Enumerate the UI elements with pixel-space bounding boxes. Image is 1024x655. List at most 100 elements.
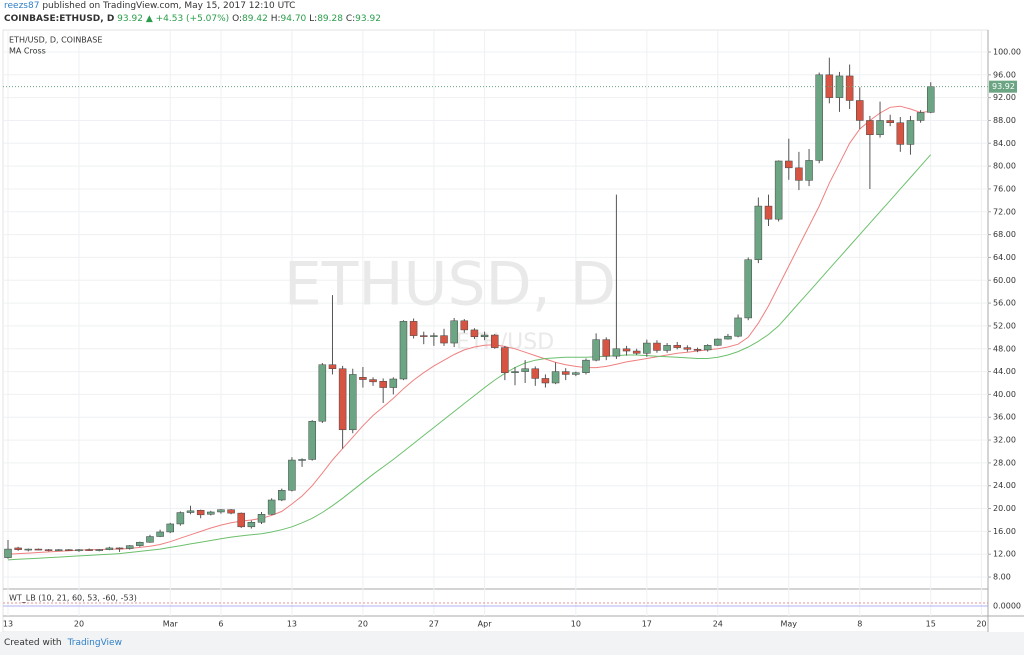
candle-body bbox=[632, 350, 641, 354]
candle-body bbox=[856, 100, 864, 121]
y-tick-label: 24.00 bbox=[993, 481, 1016, 490]
created: Created with bbox=[4, 638, 62, 648]
ohlc-c-label: C: bbox=[345, 14, 356, 24]
candle-body bbox=[714, 338, 722, 346]
candle-body bbox=[916, 112, 925, 121]
candle-body bbox=[450, 320, 458, 344]
candle-body bbox=[906, 120, 915, 145]
candle-body bbox=[845, 75, 854, 101]
candle-body bbox=[693, 349, 702, 351]
candle-body bbox=[754, 205, 763, 260]
candle-body bbox=[622, 348, 631, 352]
candle-body bbox=[308, 420, 316, 460]
x-tick-label: 15 bbox=[926, 620, 936, 629]
candle-body bbox=[44, 549, 53, 551]
candle-body bbox=[886, 120, 894, 123]
x-tick-label: 6 bbox=[218, 620, 223, 629]
y-tick-label: 64.00 bbox=[993, 253, 1016, 262]
candle-body bbox=[75, 549, 83, 552]
candle-body bbox=[663, 345, 671, 351]
candle-body bbox=[612, 348, 621, 357]
y-tick-label: 36.00 bbox=[993, 413, 1016, 422]
candle-body bbox=[196, 510, 205, 516]
candle-body bbox=[359, 377, 367, 380]
candle-body bbox=[602, 339, 611, 357]
y-tick-label: 48.00 bbox=[993, 344, 1016, 353]
ohlc-h-label: H: bbox=[270, 14, 281, 24]
x-tick-label: 13 bbox=[287, 620, 297, 629]
candle-body bbox=[278, 490, 286, 501]
candle-body bbox=[267, 499, 276, 515]
legend-study: MA Cross bbox=[9, 47, 46, 56]
candle-body bbox=[4, 548, 12, 558]
x-tick-label: 10 bbox=[571, 620, 581, 629]
candle-body bbox=[744, 259, 752, 319]
candle-body bbox=[470, 329, 479, 338]
ohlc-l: 89.28 bbox=[317, 14, 343, 24]
y-tick-label: 44.00 bbox=[993, 367, 1016, 376]
y-tick-label: 80.00 bbox=[993, 162, 1016, 171]
candle-body bbox=[338, 368, 347, 431]
candle-body bbox=[653, 342, 661, 351]
y-tick-label: 40.00 bbox=[993, 390, 1016, 399]
candle-body bbox=[136, 541, 144, 546]
candle-body bbox=[176, 512, 185, 525]
candle-body bbox=[764, 205, 773, 220]
y-tick-label: 16.00 bbox=[993, 527, 1016, 536]
y-tick-label: 60.00 bbox=[993, 276, 1016, 285]
x-tick-label: 20 bbox=[74, 620, 84, 629]
y-tick-label: 32.00 bbox=[993, 436, 1016, 445]
candle-body bbox=[166, 523, 174, 533]
y-tick-label: 20.00 bbox=[993, 504, 1016, 513]
published: published on TradingView.com, May 15, 20… bbox=[42, 1, 296, 11]
ohlc-h: 94.70 bbox=[280, 14, 307, 24]
candle-body bbox=[480, 334, 489, 338]
candle-body bbox=[24, 548, 33, 551]
candle-body bbox=[54, 549, 63, 551]
candle-body bbox=[34, 548, 43, 551]
candle-body bbox=[217, 509, 225, 513]
footer: Created with TradingView bbox=[0, 632, 1024, 655]
y-tick-label: 8.00 bbox=[993, 573, 1011, 582]
x-tick-label: 13 bbox=[3, 620, 13, 629]
x-tick-label: 27 bbox=[429, 620, 439, 629]
x-tick-label: 17 bbox=[642, 620, 652, 629]
candle-body bbox=[835, 75, 844, 98]
marks bbox=[3, 57, 988, 561]
candle-body bbox=[866, 120, 874, 135]
watermark: ETHUSD, D bbox=[284, 250, 616, 320]
candle-body bbox=[389, 378, 398, 388]
candle-body bbox=[683, 347, 692, 350]
brand[interactable]: TradingView bbox=[67, 638, 122, 648]
candle-body bbox=[125, 545, 134, 549]
candle-body bbox=[105, 547, 114, 550]
ma-line bbox=[7, 154, 932, 561]
candle-body bbox=[288, 459, 296, 491]
candle-body bbox=[14, 547, 22, 550]
candle-body bbox=[95, 549, 104, 551]
ohlc-o: 89.42 bbox=[242, 14, 268, 24]
candle-body bbox=[490, 334, 499, 348]
candle-body bbox=[896, 122, 905, 145]
candle-body bbox=[815, 74, 823, 161]
x-tick-label: 20 bbox=[358, 620, 368, 629]
candle-body bbox=[551, 371, 560, 384]
candle-body bbox=[582, 359, 590, 373]
candle-body bbox=[703, 345, 712, 351]
candle-body bbox=[572, 372, 580, 375]
candle-body bbox=[774, 160, 783, 220]
candle-body bbox=[227, 509, 235, 514]
candle-body bbox=[349, 374, 357, 431]
x-tick-label: 24 bbox=[713, 620, 723, 629]
candle-body bbox=[419, 335, 428, 337]
candle-body bbox=[85, 549, 93, 551]
indicator-label: WT_LB (10, 21, 60, 53, -60, -53) bbox=[9, 594, 137, 603]
ohlc-l-label: L: bbox=[309, 14, 318, 24]
x-tick-label: 20 bbox=[976, 620, 986, 629]
candle-body bbox=[237, 512, 245, 528]
indicator-tick: 0.0000 bbox=[993, 602, 1021, 611]
candle-body bbox=[65, 549, 73, 551]
header: reezs87 published on TradingView.com, Ma… bbox=[4, 0, 381, 26]
candle-body bbox=[876, 120, 884, 135]
